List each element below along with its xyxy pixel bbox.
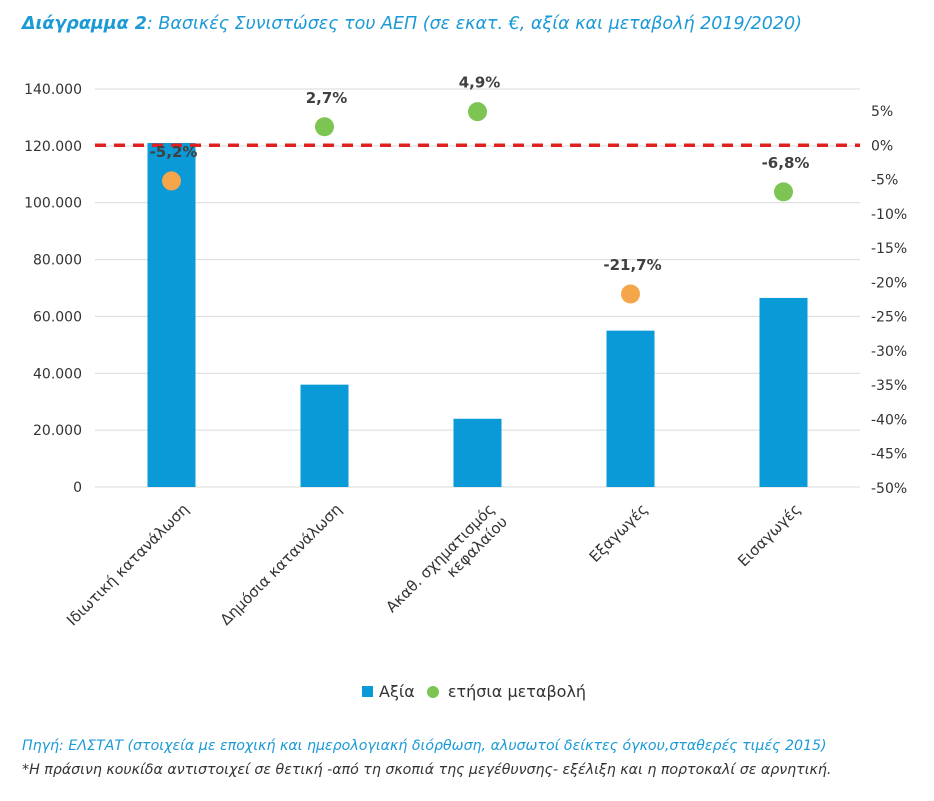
right-axis-tick-label: -30%: [871, 344, 907, 360]
right-axis-tick-label: -50%: [871, 481, 907, 497]
category-label: Εξαγωγές: [586, 500, 652, 566]
footnote: *Η πράσινη κουκίδα αντιστοιχεί σε θετική…: [22, 762, 832, 778]
change-data-label: 4,9%: [459, 74, 501, 92]
left-axis-tick-label: 80.000: [33, 253, 82, 269]
bar: [759, 297, 808, 487]
left-axis-tick-label: 100.000: [24, 196, 82, 212]
right-axis-tick-label: -35%: [871, 378, 907, 394]
chart-title: Διάγραμμα 2: Βασικές Συνιστώσες του ΑΕΠ …: [22, 14, 802, 34]
source-note: Πηγή: ΕΛΣΤΑΤ (στοιχεία με εποχική και ημ…: [22, 738, 827, 754]
category-label-line: Εξαγωγές: [586, 500, 652, 566]
bar: [147, 143, 196, 487]
left-axis-tick-label: 60.000: [33, 309, 82, 325]
chart-title-text: : Βασικές Συνιστώσες του ΑΕΠ (σε εκατ. €…: [146, 14, 802, 34]
bar: [300, 384, 349, 487]
left-axis-tick-label: 20.000: [33, 423, 82, 439]
change-point: [468, 102, 487, 122]
category-label-line: Δημόσια κατανάλωση: [217, 500, 346, 629]
left-axis-tick-label: 140.000: [24, 82, 82, 98]
change-data-label: -21,7%: [603, 256, 661, 274]
category-label-line: Ιδιωτική κατανάλωση: [63, 500, 192, 629]
right-axis-tick-label: -25%: [871, 310, 907, 326]
change-data-label: -5,2%: [150, 143, 198, 161]
change-point: [774, 182, 793, 202]
legend: Αξία ετήσια μεταβολή: [362, 682, 586, 701]
right-axis-tick-label: -5%: [871, 173, 898, 189]
right-axis-tick-label: 0%: [871, 138, 893, 154]
right-axis-tick-label: 5%: [871, 104, 893, 120]
category-label-line: Εισαγωγές: [734, 500, 804, 570]
change-point: [315, 117, 334, 137]
left-axis-tick-label: 40.000: [33, 366, 82, 382]
category-label: Ιδιωτική κατανάλωση: [63, 500, 192, 629]
legend-bar-label: Αξία: [379, 682, 415, 701]
legend-dot-label: ετήσια μεταβολή: [447, 682, 587, 701]
category-label-line: Ακαθ. σχηματισμός: [382, 500, 498, 616]
change-point: [621, 284, 640, 304]
chart-title-number: Διάγραμμα 2: [22, 14, 147, 34]
category-label: Εισαγωγές: [734, 500, 804, 570]
left-axis-tick-label: 0: [73, 480, 82, 496]
right-axis-tick-label: -45%: [871, 447, 907, 463]
category-label: Ακαθ. σχηματισμόςκεφαλαίου: [382, 500, 511, 629]
left-axis-tick-label: 120.000: [24, 139, 82, 155]
right-axis-tick-label: -10%: [871, 207, 907, 223]
change-data-label: 2,7%: [306, 89, 348, 107]
legend-bar-swatch: [362, 686, 373, 697]
right-axis-tick-label: -15%: [871, 241, 907, 257]
legend-dot-swatch: [426, 685, 439, 698]
bar: [453, 418, 502, 487]
right-axis-tick-label: -20%: [871, 275, 907, 291]
category-label: Δημόσια κατανάλωση: [217, 500, 346, 629]
bar: [606, 330, 655, 487]
change-data-label: -6,8%: [762, 154, 810, 172]
right-axis-tick-label: -40%: [871, 412, 907, 428]
change-point: [162, 171, 181, 191]
chart: 0 20.000 40.000 60.000 80.000 100.000 120.000 1…: [24, 74, 907, 630]
